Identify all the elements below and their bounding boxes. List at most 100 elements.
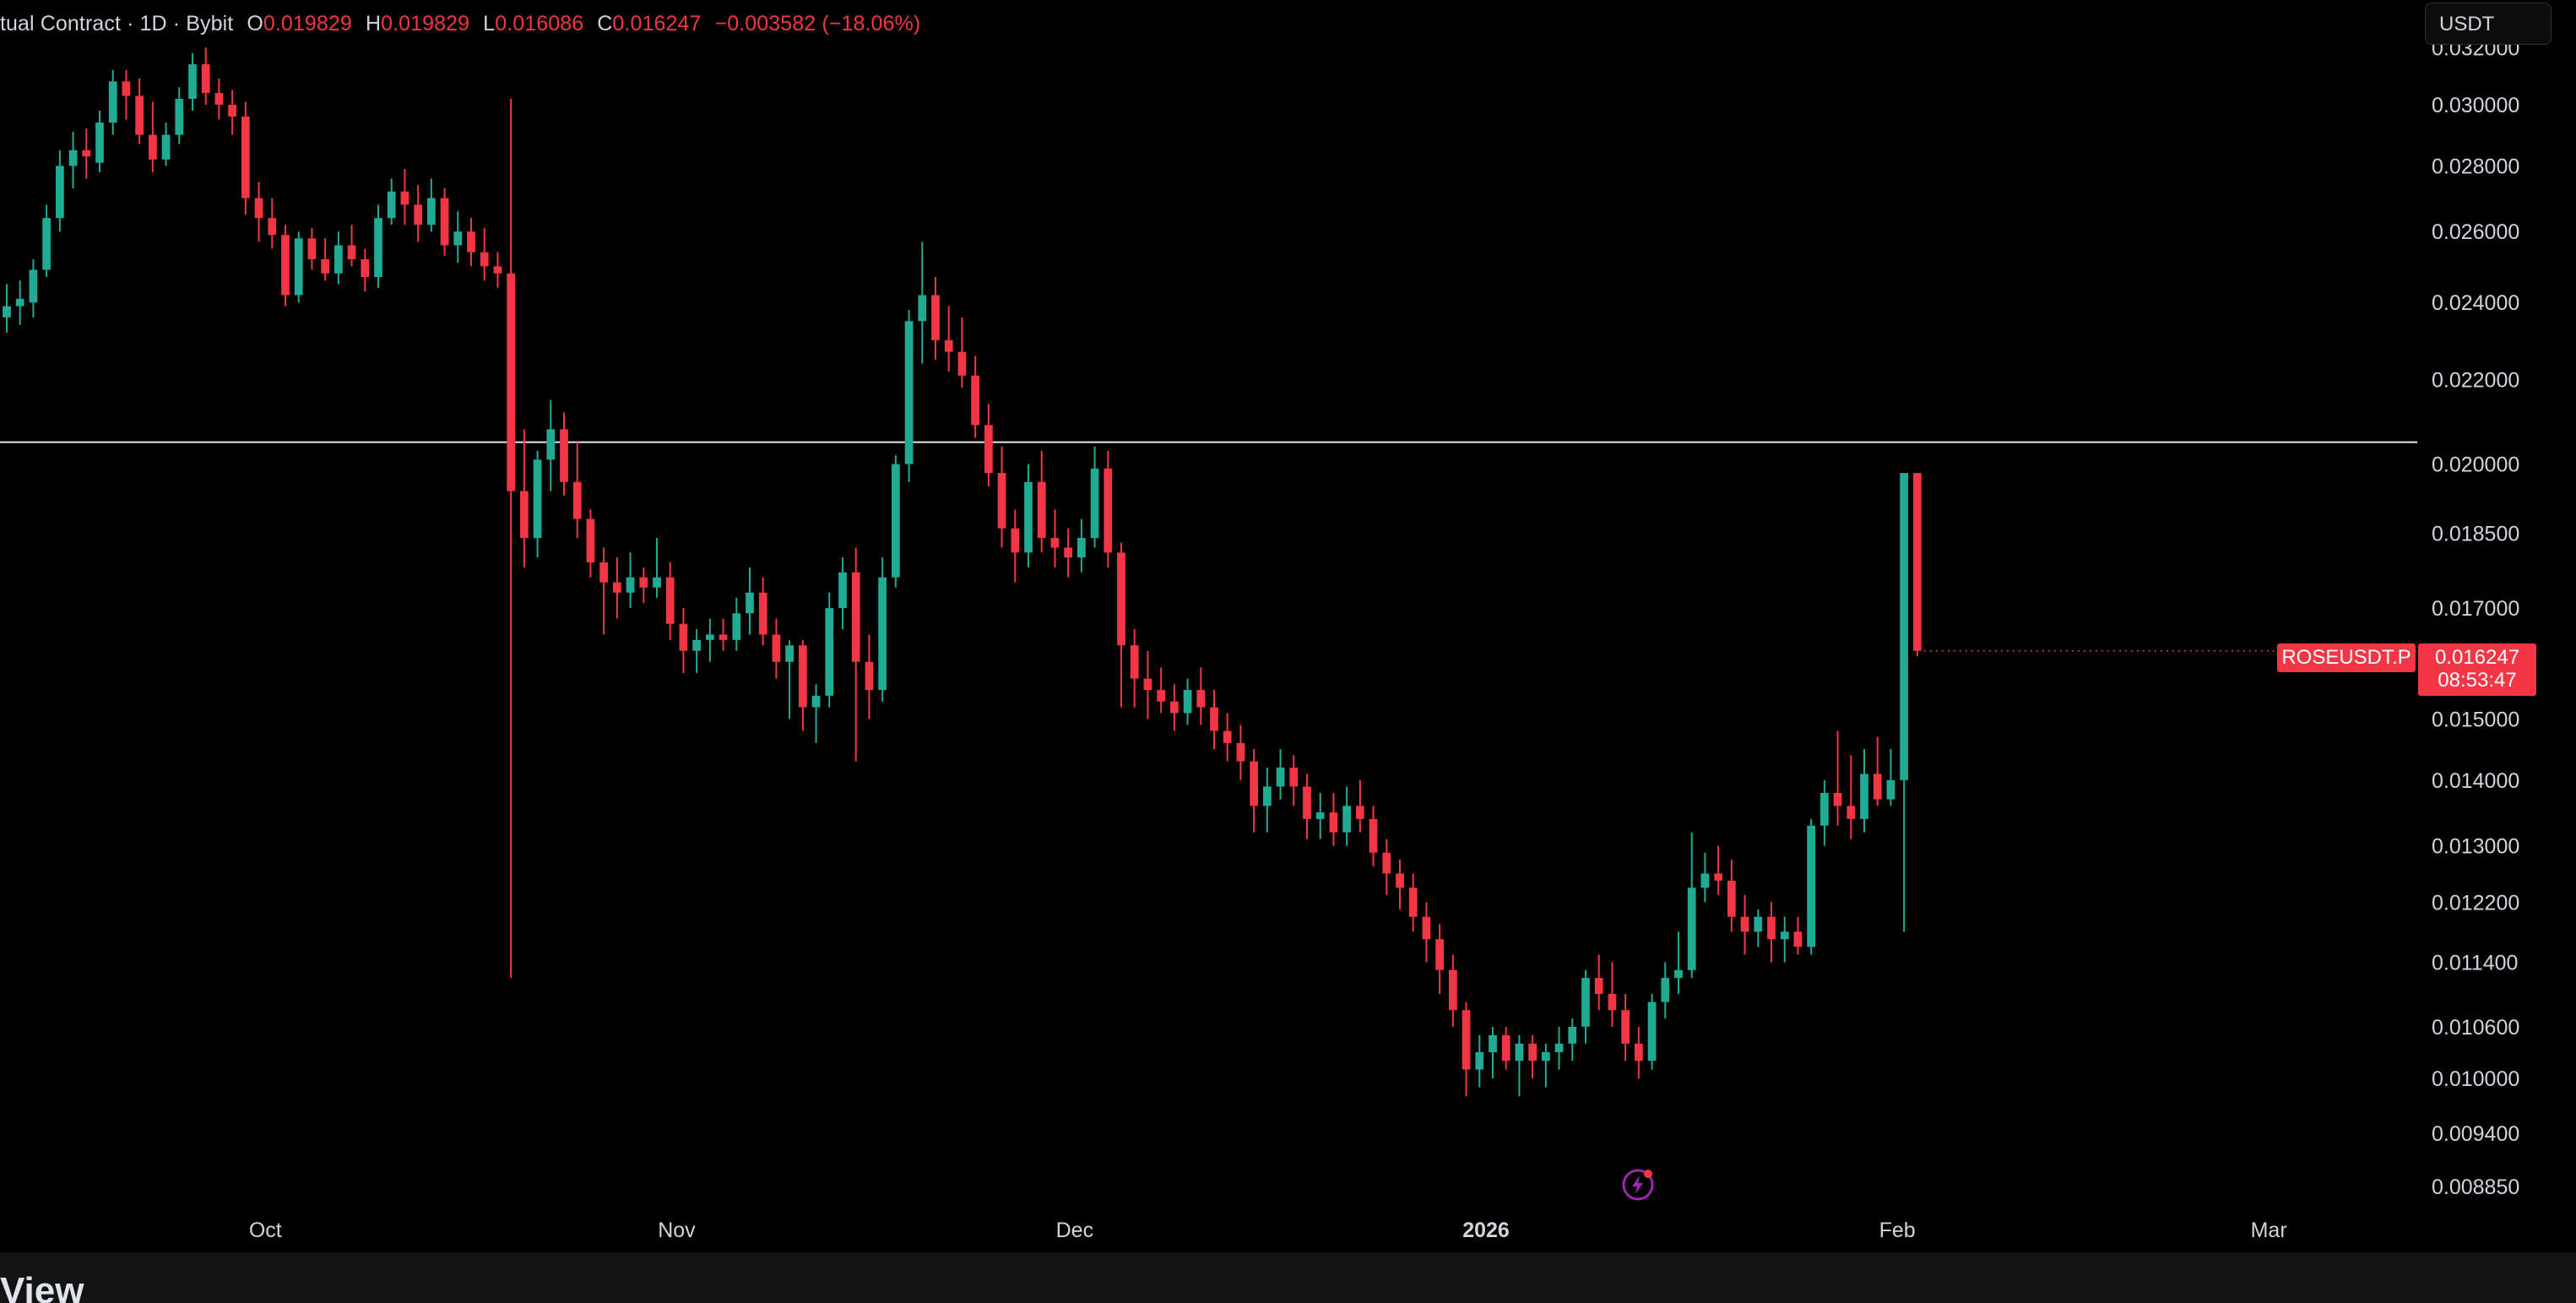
candle xyxy=(1900,473,1909,932)
candle-body xyxy=(453,231,463,246)
candle xyxy=(1104,450,1113,567)
candle xyxy=(1767,902,1776,963)
candle-body xyxy=(440,198,449,246)
candle xyxy=(1621,993,1630,1061)
candle-body xyxy=(772,634,781,662)
candle-body xyxy=(1130,645,1139,679)
candle xyxy=(1700,852,1710,903)
candle-body xyxy=(1594,978,1603,994)
candle xyxy=(931,277,940,360)
candle-body xyxy=(95,122,104,163)
candle xyxy=(1143,650,1152,719)
candle-body xyxy=(825,608,834,696)
candle xyxy=(400,169,409,225)
candle-body xyxy=(1674,969,1683,979)
candle xyxy=(453,211,463,263)
candle-body xyxy=(148,134,157,160)
candle-body xyxy=(1661,978,1670,1002)
last-price-label: 0.016247 08:53:47 xyxy=(2418,643,2536,696)
candle xyxy=(480,228,489,281)
candle-body xyxy=(971,375,980,426)
candle xyxy=(719,618,728,651)
candle xyxy=(321,238,330,281)
candle-body xyxy=(984,425,993,474)
candle xyxy=(626,552,635,609)
candle-body xyxy=(679,623,688,651)
candle-body xyxy=(586,518,595,562)
y-tick-label: 0.022000 xyxy=(2432,369,2519,393)
candle xyxy=(944,306,953,372)
legend-close-value: 0.016247 xyxy=(612,11,702,35)
lightning-icon[interactable] xyxy=(1619,1165,1657,1203)
candle-body xyxy=(891,464,900,578)
y-tick-label: 0.010600 xyxy=(2432,1016,2519,1040)
candle-body xyxy=(281,235,290,296)
candle xyxy=(732,597,741,651)
candle-body xyxy=(1714,873,1723,881)
candle xyxy=(1568,1018,1577,1061)
candle xyxy=(612,557,621,619)
candle xyxy=(254,182,263,242)
candle xyxy=(1435,924,1445,994)
currency-unit-button[interactable]: USDT xyxy=(2425,3,2552,45)
candle-body xyxy=(1462,1010,1471,1070)
y-tick-label: 0.015000 xyxy=(2432,708,2519,731)
candle xyxy=(1819,779,1829,846)
candle-body xyxy=(493,266,502,274)
y-tick-label: 0.028000 xyxy=(2432,155,2519,178)
candle xyxy=(1262,767,1272,833)
candle xyxy=(1130,629,1139,708)
y-tick-label: 0.012200 xyxy=(2432,891,2519,915)
candle-body xyxy=(1780,931,1789,940)
candle-body xyxy=(533,459,542,539)
candle xyxy=(1196,667,1206,725)
candle xyxy=(1064,528,1073,578)
candle-body xyxy=(1515,1043,1524,1061)
candle-body xyxy=(1819,792,1829,826)
candle xyxy=(599,547,609,635)
candle-body xyxy=(705,634,714,640)
brand-logo-text: View xyxy=(0,1270,84,1303)
y-tick-label: 0.024000 xyxy=(2432,291,2519,315)
candle xyxy=(851,547,860,762)
candle xyxy=(1687,832,1696,979)
y-tick-label: 0.013000 xyxy=(2432,835,2519,859)
candle xyxy=(957,317,967,388)
candle xyxy=(1329,792,1338,846)
candle-body xyxy=(480,252,489,267)
candle xyxy=(997,446,1006,548)
candle-body xyxy=(1289,767,1299,787)
candle-body xyxy=(732,613,741,640)
candle-body xyxy=(1183,690,1192,714)
candle xyxy=(785,639,794,719)
candle-body xyxy=(1369,818,1378,853)
candle-body xyxy=(944,339,953,352)
candle-body xyxy=(1554,1043,1564,1052)
candle-body xyxy=(1408,888,1418,917)
candle-body xyxy=(1807,825,1816,947)
candle xyxy=(1581,969,1590,1044)
candle-body xyxy=(1700,873,1710,888)
candle xyxy=(1342,786,1352,846)
candle xyxy=(1315,792,1325,839)
candle xyxy=(586,509,595,578)
candle xyxy=(1448,954,1457,1027)
candle xyxy=(1515,1034,1524,1097)
candle-body xyxy=(1315,812,1325,819)
candle-body xyxy=(639,577,648,588)
candle xyxy=(1369,806,1378,867)
candle xyxy=(1355,779,1364,833)
last-price-value: 0.016247 xyxy=(2434,646,2520,669)
candle-body xyxy=(268,218,277,236)
candle-body xyxy=(1568,1026,1577,1044)
candle-body xyxy=(1210,707,1218,731)
candle-body xyxy=(838,572,847,609)
candle xyxy=(188,52,197,111)
candle-body xyxy=(294,238,303,296)
candle xyxy=(918,242,927,364)
candle-body xyxy=(1687,888,1696,970)
candle-body xyxy=(546,429,556,460)
candle-body xyxy=(865,661,874,691)
